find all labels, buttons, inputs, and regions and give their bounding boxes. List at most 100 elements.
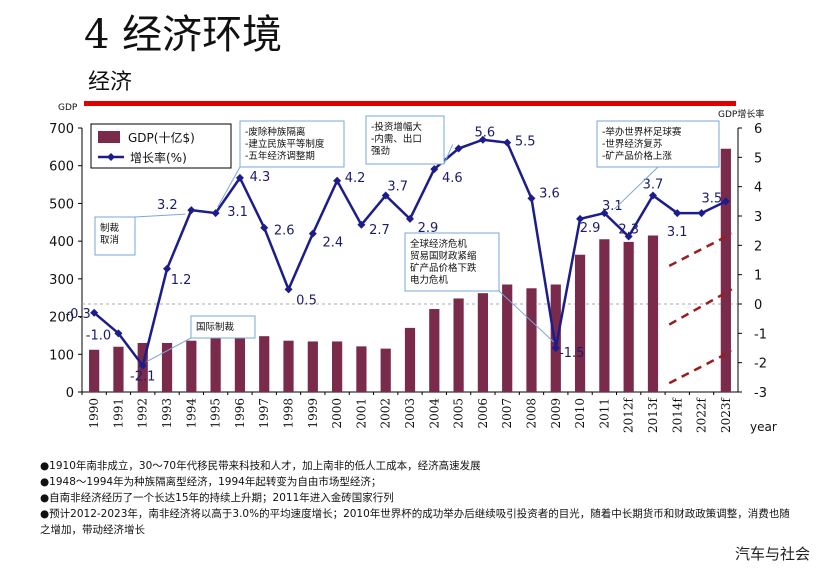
growth-rate-point (235, 173, 244, 182)
growth-rate-point (211, 209, 220, 218)
x-tick-label: 2010 (573, 398, 587, 429)
x-tick-label: 2002 (379, 398, 393, 429)
annotation-box (94, 216, 136, 256)
growth-rate-point (551, 344, 560, 352)
growth-rate-data-label: 3.7 (643, 177, 664, 192)
growth-rate-point (430, 165, 439, 174)
gdp-bar (647, 235, 659, 392)
right-tick-label: 4 (754, 181, 762, 196)
gdp-bar (574, 254, 586, 392)
annotation-text: -内需、出口 (371, 133, 422, 145)
right-tick-label: 5 (754, 151, 762, 166)
x-tick-label: 2007 (500, 398, 514, 429)
gdp-bar (599, 239, 610, 392)
gdp-bar (161, 342, 173, 392)
gdp-bar (259, 336, 270, 392)
growth-rate-point (527, 194, 536, 203)
gdp-bar (234, 337, 246, 392)
annotation-text: -废除种族隔离 (245, 126, 305, 138)
growth-rate-point (697, 209, 706, 218)
gdp-bar (720, 148, 731, 392)
x-tick-label: 1991 (111, 398, 125, 429)
x-tick-label: 2000 (330, 398, 344, 429)
left-tick-label: 200 (49, 311, 74, 326)
x-tick-label: 1998 (282, 398, 296, 429)
gdp-bar (526, 288, 537, 392)
annotation-connector (443, 144, 454, 165)
x-tick-label: 2004 (427, 398, 441, 429)
growth-rate-data-label: -2.1 (130, 370, 155, 385)
annotation-text: 取消 (100, 234, 119, 246)
growth-rate-point (600, 209, 609, 218)
annotation-box (190, 315, 256, 339)
growth-rate-data-label: 5.6 (475, 126, 496, 141)
annotation-connector (498, 290, 555, 343)
page-title: 4 经济环境 (84, 12, 283, 58)
note-item: ●自南非经济经历了一个长达15年的持续上升期；2011年进入金砖国家行列 (40, 492, 394, 504)
right-tick-label: -2 (754, 357, 767, 372)
annotation-connector (614, 166, 659, 210)
gdp-bar (404, 327, 416, 392)
gdp-bar (283, 340, 294, 392)
annotation-box (596, 120, 720, 168)
growth-rate-data-label: 5.5 (515, 135, 536, 150)
x-tick-label: 2014f (670, 396, 684, 433)
annotation-text: 全球经济危机 (410, 238, 468, 250)
growth-rate-data-label: 4.2 (345, 171, 366, 186)
annotation-box (404, 232, 500, 292)
projection-line (668, 232, 733, 267)
growth-rate-point (648, 191, 657, 200)
x-tick-label: 2009 (549, 398, 563, 429)
right-tick-label: 6 (754, 122, 762, 137)
left-tick-label: 400 (49, 235, 74, 250)
growth-rate-point (721, 197, 730, 206)
growth-rate-point (624, 232, 633, 241)
right-tick-label: 1 (754, 269, 762, 284)
gdp-bar (332, 341, 343, 392)
growth-rate-point (187, 206, 196, 215)
x-tick-label: 2005 (452, 398, 466, 429)
annotation-text: -举办世界杯足球赛 (602, 126, 682, 138)
annotation-text: 强劲 (371, 145, 390, 157)
title-underline (84, 101, 736, 106)
right-tick-label: 3 (754, 210, 762, 225)
growth-rate-point (406, 214, 414, 223)
gdp-bar (186, 340, 197, 392)
page-subtitle: 经济 (88, 70, 133, 95)
gdp-bar (477, 293, 488, 392)
left-tick-label: 700 (49, 122, 74, 137)
annotation-text: -投资增幅大 (371, 121, 422, 133)
legend-bar-swatch (98, 131, 120, 143)
growth-rate-point (308, 229, 317, 238)
annotation-box (365, 115, 445, 165)
gdp-growth-chart: 0 100 200 300 400 500 600 700 GDP -3 -2 -1 0 1 2 3 4 5 6 GD… (49, 103, 777, 434)
annotation-text: -建立民族平等制度 (245, 138, 325, 150)
legend-line-marker (107, 153, 115, 161)
gdp-bar (453, 298, 464, 392)
left-tick-label: 100 (49, 348, 74, 363)
x-tick-label: 1994 (184, 398, 198, 429)
x-tick-label: 2003 (403, 398, 417, 429)
x-tick-label: 1997 (257, 398, 271, 429)
growth-rate-point (357, 220, 366, 229)
growth-rate-data-label: 3.1 (227, 205, 248, 220)
x-axis-label: year (750, 420, 777, 434)
growth-rate-data-label: 3.6 (539, 186, 560, 201)
growth-rate-data-label: 2.6 (274, 224, 295, 239)
growth-rate-point (163, 264, 172, 273)
growth-rate-data-label: 2.3 (618, 223, 639, 238)
growth-rate-data-label: 3.5 (702, 191, 723, 206)
x-tick-label: 2006 (476, 398, 490, 429)
x-tick-label: 1993 (160, 398, 174, 429)
watermark: 汽车与社会 (734, 545, 810, 563)
gdp-bar (429, 309, 440, 392)
right-tick-label: 0 (754, 298, 762, 313)
notes-list: ●1910年南非成立，30～70年代移民带来科技和人才，加上南非的低人工成本，经… (40, 458, 800, 538)
gdp-bar (307, 341, 318, 392)
growth-rate-data-label: 4.6 (442, 171, 463, 186)
growth-rate-point (454, 144, 463, 153)
growth-rate-data-label: 2.7 (369, 223, 390, 238)
right-axis-label: GDP增长率 (718, 108, 764, 120)
x-tick-label: 2011 (597, 398, 611, 429)
x-tick-label: 1990 (87, 398, 101, 429)
